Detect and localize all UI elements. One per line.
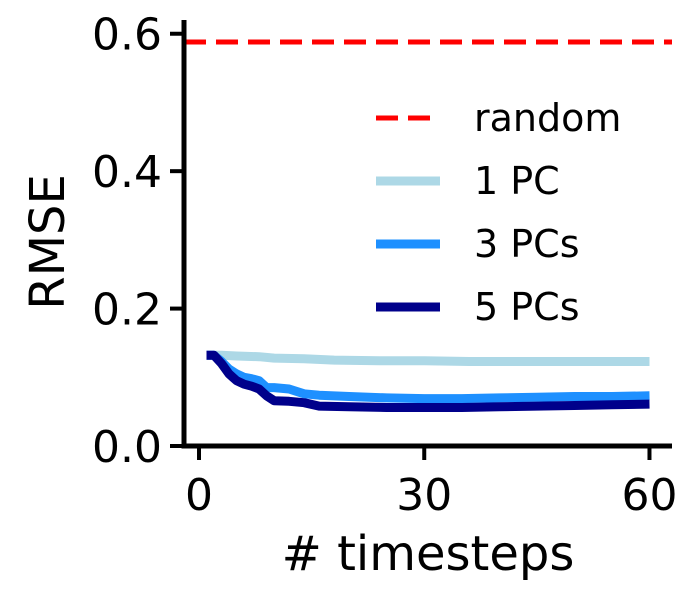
series-layer: [184, 39, 672, 412]
y-axis-label: RMSE: [20, 174, 76, 310]
legend-label-random: random: [474, 96, 621, 140]
series-line-5-pcs: [206, 350, 650, 412]
series-line-1-pc: [206, 350, 650, 366]
y-tick-label: 0.0: [92, 422, 162, 473]
legend-label-5-pcs: 5 PCs: [474, 285, 580, 329]
legend-label-3-pcs: 3 PCs: [474, 222, 580, 266]
y-tick-label: 0.6: [92, 10, 162, 61]
legend-label-1-pc: 1 PC: [474, 159, 560, 203]
x-tick-label: 30: [396, 470, 452, 521]
y-tick-label: 0.2: [92, 285, 162, 336]
legend: random 1 PC 3 PCs 5 PCs: [376, 96, 621, 329]
axes-layer: [181, 20, 672, 449]
x-axis-label: # timesteps: [282, 526, 575, 582]
ticks-layer: 0.0 0.2 0.4 0.6 0 30 60: [92, 10, 677, 521]
x-tick-label: 60: [621, 470, 677, 521]
y-tick-label: 0.4: [92, 147, 162, 198]
x-tick-label: 0: [185, 470, 213, 521]
